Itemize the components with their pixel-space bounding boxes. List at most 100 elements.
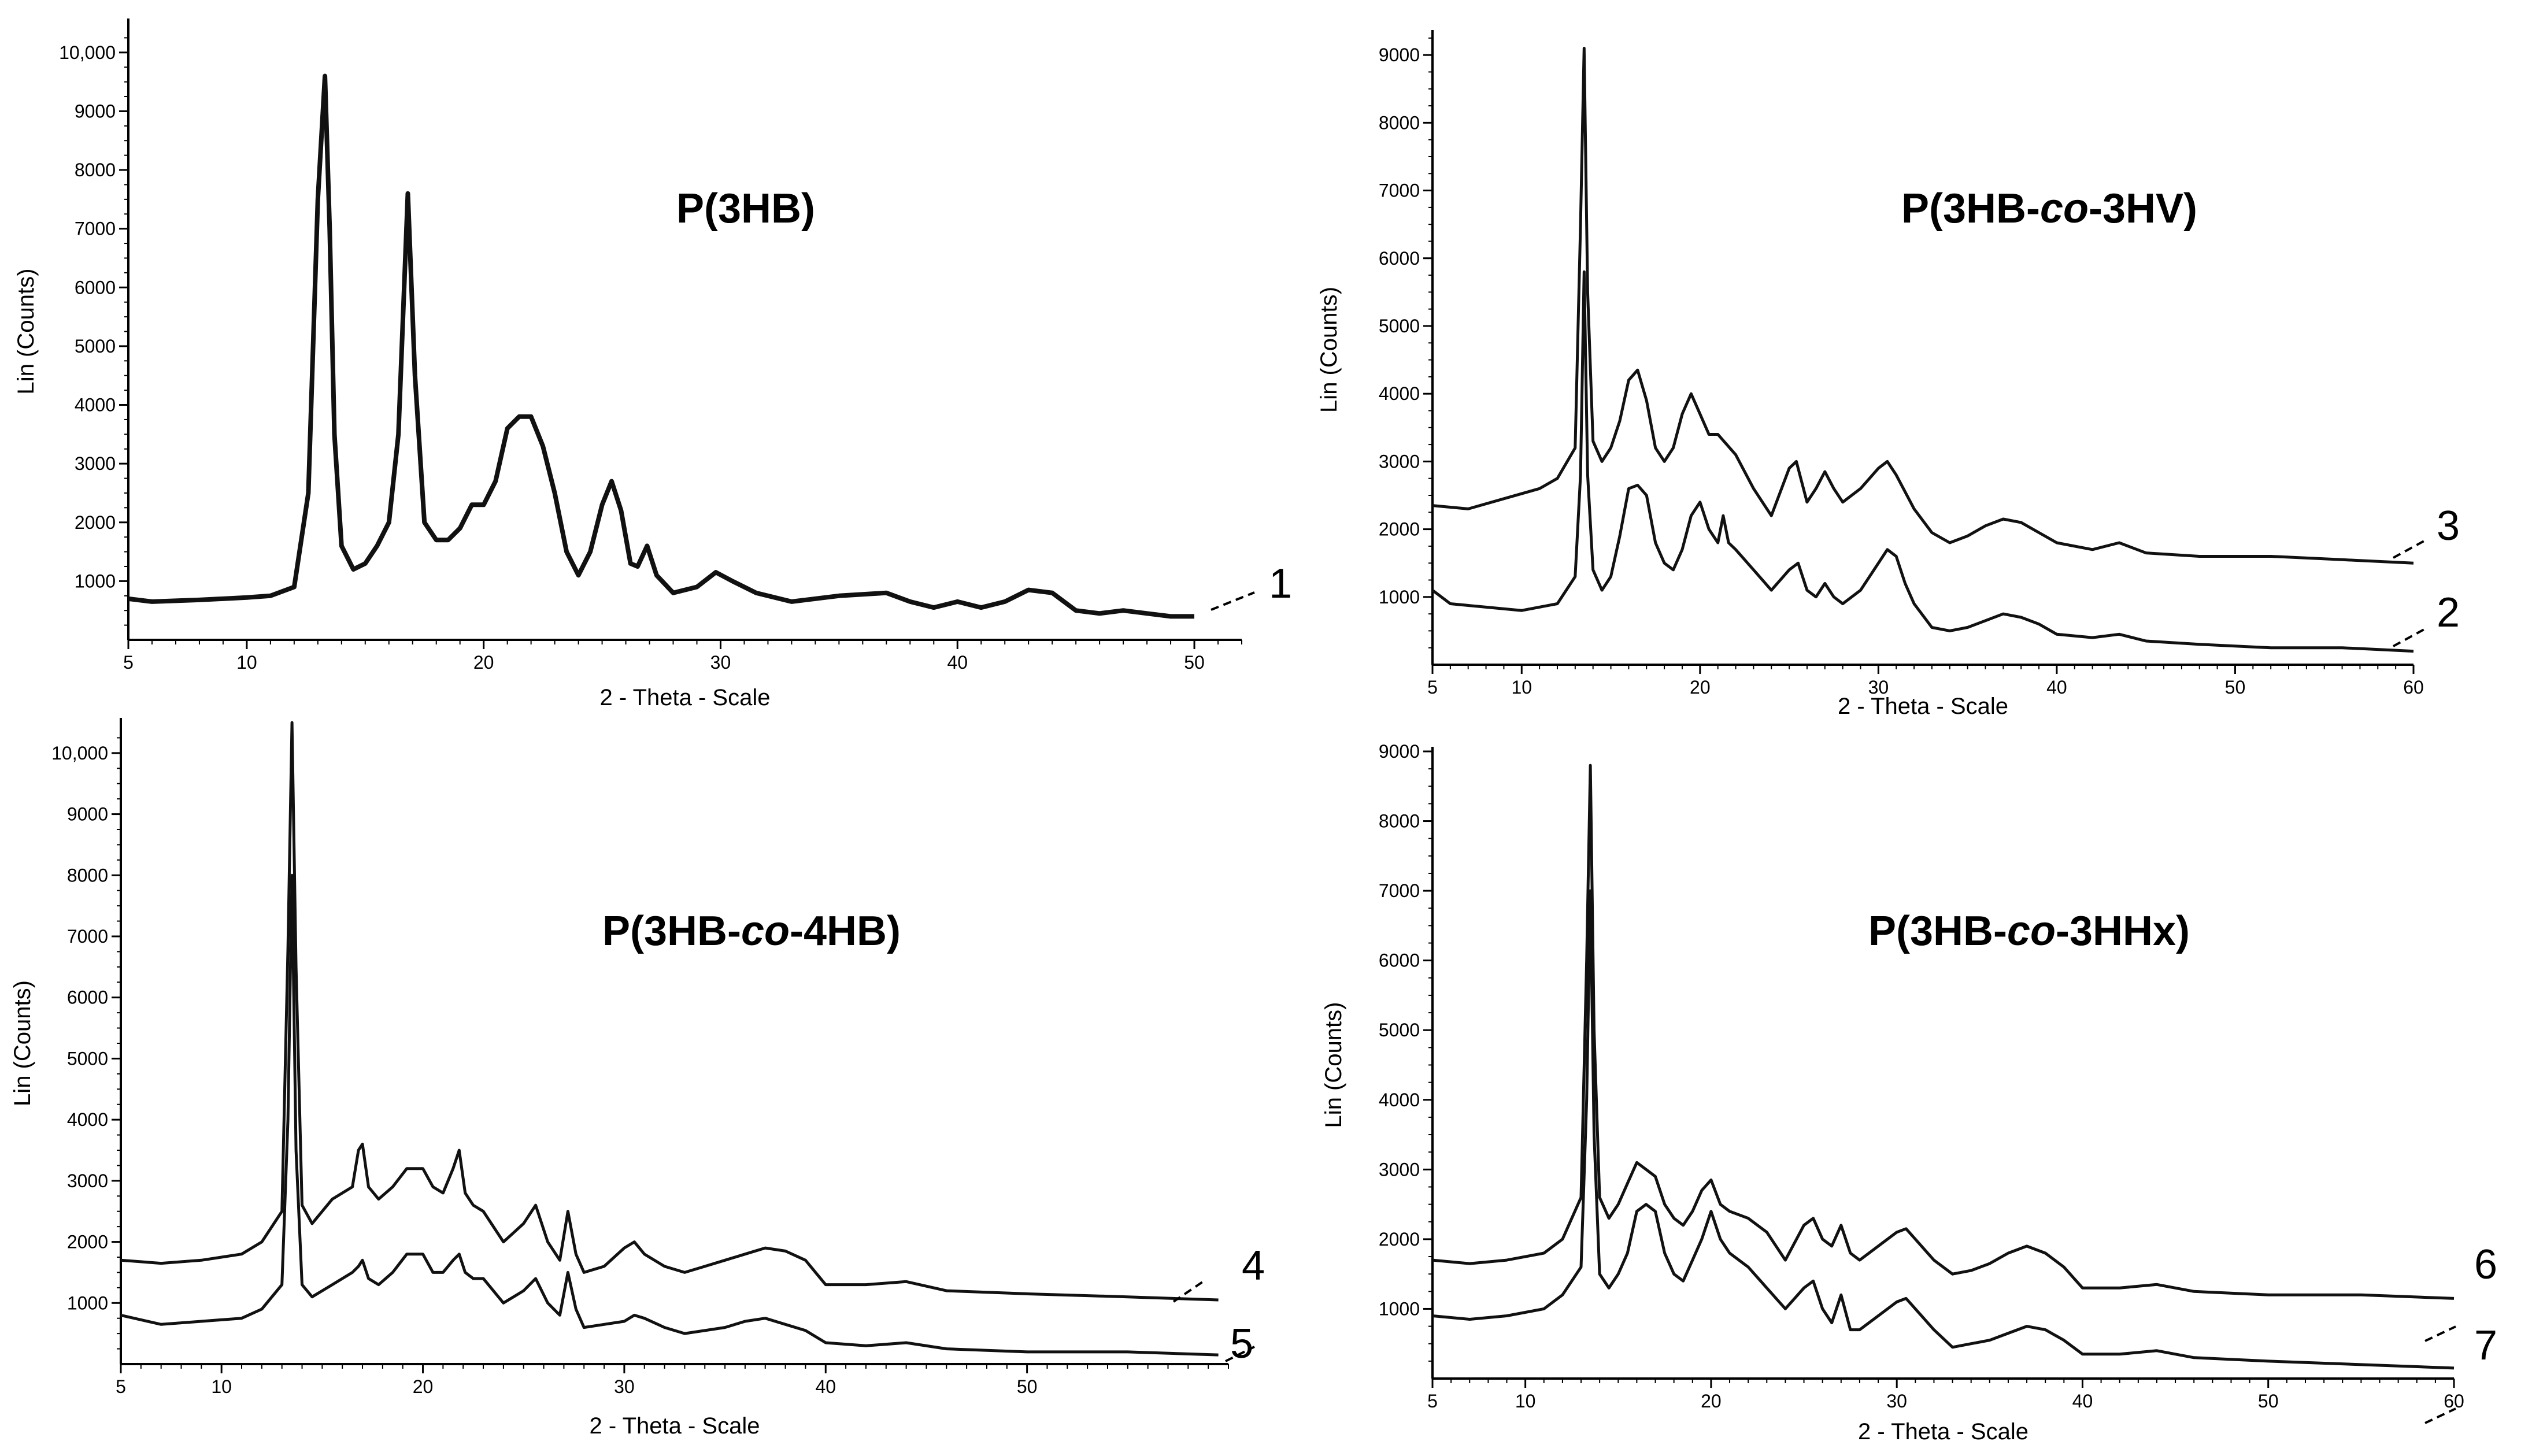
y-tick-label: 3000: [1379, 1159, 1420, 1180]
series-line-7: [1432, 889, 2455, 1370]
y-tick-label: 2000: [1379, 1229, 1420, 1250]
y-tick-label: 3000: [75, 453, 116, 474]
y-tick-label: 3000: [1379, 451, 1420, 472]
x-tick-label: 20: [1690, 677, 1711, 698]
chart-panel-p3hb: 1000 2000 3000 4000 5000 6000 7000 8000 9000 10,0…: [13, 18, 1292, 710]
y-tick-label: 5000: [1379, 1020, 1420, 1040]
x-tick-label: 40: [815, 1376, 836, 1397]
y-tick-label: 5000: [75, 336, 116, 357]
x-tick-label: 5: [1427, 677, 1438, 698]
series-line-4: [120, 721, 1219, 1302]
y-tick-label: 10,000: [51, 743, 108, 764]
y-axis-title: Lin (Counts): [10, 980, 35, 1106]
x-tick-label: 10: [211, 1376, 232, 1397]
series-label-4: 4: [1242, 1243, 1265, 1289]
series-line-6: [1432, 764, 2455, 1300]
chart-panel-p3hb-co-3hhx: 1000 2000 3000 4000 5000 6000 7000 8000 9000 5 10 2…: [1321, 741, 2497, 1444]
y-tick-label: 4000: [1379, 1090, 1420, 1110]
y-tick-label: 5000: [1379, 316, 1420, 336]
y-tick-label: 1000: [67, 1292, 108, 1313]
x-tick-label: 20: [413, 1376, 434, 1397]
chart-title-part: -4HB): [790, 908, 901, 954]
x-tick-label: 30: [1868, 677, 1889, 698]
x-tick-label: 5: [1427, 1391, 1438, 1411]
y-tick-label: 6000: [1379, 950, 1420, 971]
chart-title-part: -3HV): [2089, 186, 2197, 232]
chart-title: P(3HB): [676, 186, 815, 232]
y-tick-label: 8000: [67, 865, 108, 886]
y-tick-label: 7000: [1379, 880, 1420, 901]
x-tick-label: 50: [2225, 677, 2246, 698]
x-tick-label: 50: [2258, 1391, 2279, 1411]
series-label-3: 3: [2437, 503, 2460, 549]
x-tick-label: 5: [123, 652, 134, 673]
series-label-5: 5: [1230, 1321, 1253, 1367]
y-axis-title: Lin (Counts): [1316, 287, 1342, 413]
series-line-2: [1431, 270, 2414, 653]
y-axis-title: Lin (Counts): [1321, 1002, 1346, 1128]
x-axis-title: 2 - Theta - Scale: [600, 685, 771, 710]
x-tick-label: 10: [236, 652, 257, 673]
y-tick-label: 1000: [1379, 587, 1420, 607]
x-tick-label: 10: [1511, 677, 1532, 698]
x-tick-label: 5: [116, 1376, 126, 1397]
y-tick-label: 4000: [75, 395, 116, 416]
chart-panels: 1000 2000 3000 4000 5000 6000 7000 8000 9000 10,0…: [10, 18, 2497, 1444]
chart-title: P(3HB-co-3HV): [1901, 186, 2197, 232]
y-tick-label: 9000: [1379, 741, 1420, 762]
x-tick-label: 10: [1515, 1391, 1536, 1411]
y-tick-label: 5000: [67, 1048, 108, 1069]
chart-title-part: P(3HB-: [1901, 186, 2040, 232]
x-tick-label: 40: [947, 652, 968, 673]
y-tick-label: 2000: [67, 1232, 108, 1253]
x-tick-label: 50: [1017, 1376, 1038, 1397]
series-line-3: [1432, 46, 2414, 565]
chart-title-part: -3HHx): [2056, 908, 2190, 954]
x-tick-label: 50: [1184, 652, 1205, 673]
chart-title-part: co: [2007, 908, 2056, 954]
y-tick-label: 6000: [67, 987, 108, 1008]
y-tick-label: 9000: [67, 804, 108, 825]
chart-title-part: co: [2040, 186, 2089, 232]
series-leader-1: [1211, 591, 1255, 611]
y-axis-title: Lin (Counts): [13, 269, 39, 395]
chart-title-part: P(3HB-: [1868, 908, 2007, 954]
x-tick-label: 30: [1886, 1391, 1907, 1411]
x-tick-label: 60: [2444, 1391, 2464, 1411]
chart-panel-p3hb-co-3hv: 1000 2000 3000 4000 5000 6000 7000 8000 9000 5 10 2…: [1316, 30, 2460, 719]
chart-panel-p3hb-co-4hb: 1000 2000 3000 4000 5000 6000 7000 8000 9000 10,0…: [10, 718, 1265, 1439]
x-axis-title: 2 - Theta - Scale: [1838, 694, 2008, 719]
y-tick-label: 8000: [1379, 112, 1420, 133]
series-leader-2: [2393, 628, 2426, 647]
x-tick-label: 20: [1701, 1391, 1722, 1411]
y-tick-label: 7000: [67, 926, 108, 947]
x-tick-label: 30: [614, 1376, 635, 1397]
series-leader-6: [2424, 1325, 2456, 1342]
y-tick-label: 2000: [75, 512, 116, 533]
y-tick-label: 1000: [1379, 1298, 1420, 1319]
x-tick-label: 40: [2046, 677, 2067, 698]
series-line-1: [128, 73, 1194, 619]
y-tick-label: 9000: [1379, 45, 1420, 65]
x-tick-label: 60: [2403, 677, 2424, 698]
series-label-1: 1: [1269, 561, 1292, 607]
y-tick-label: 6000: [75, 277, 116, 298]
series-line-5: [120, 873, 1219, 1357]
chart-title-part: P(3HB): [676, 186, 815, 232]
x-axis-title: 2 - Theta - Scale: [590, 1413, 760, 1439]
chart-title-part: P(3HB-: [602, 908, 741, 954]
y-tick-label: 8000: [75, 160, 116, 180]
y-tick-label: 7000: [75, 218, 116, 239]
y-tick-label: 9000: [75, 101, 116, 121]
x-tick-label: 20: [473, 652, 494, 673]
y-tick-label: 10,000: [59, 42, 116, 63]
series-leader-4: [1172, 1281, 1204, 1303]
series-label-6: 6: [2474, 1242, 2497, 1288]
x-tick-label: 30: [710, 652, 731, 673]
y-tick-label: 3000: [67, 1170, 108, 1191]
y-tick-label: 1000: [75, 570, 116, 591]
y-tick-label: 2000: [1379, 519, 1420, 540]
series-leader-7: [2424, 1407, 2456, 1424]
chart-title: P(3HB-co-3HHx): [1868, 908, 2190, 954]
